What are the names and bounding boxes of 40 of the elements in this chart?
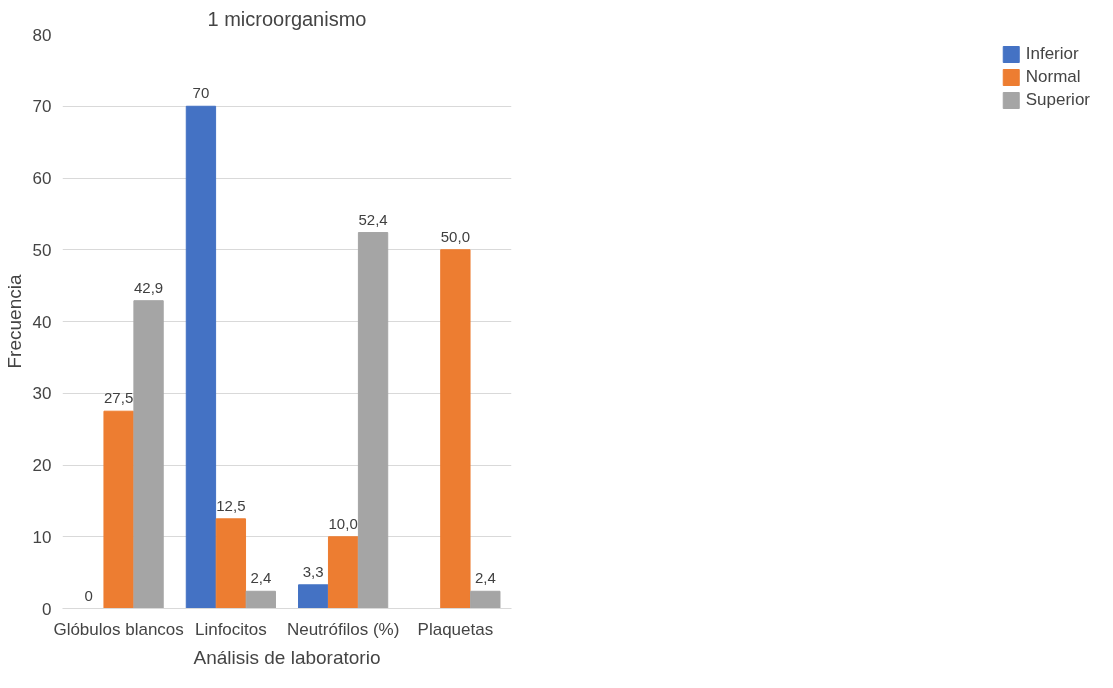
data-label: 0	[84, 586, 93, 604]
data-label: 10,0	[328, 514, 358, 532]
data-label: 50,0	[440, 227, 470, 245]
data-label: 12,5	[216, 496, 246, 514]
y-axis-title: Frecuencia	[3, 274, 25, 369]
data-label: 42,9	[133, 278, 164, 296]
data-label: 70	[192, 84, 210, 102]
legend-label: Inferior	[1025, 44, 1079, 64]
x-tick-label: Neutrófilos (%)	[286, 619, 400, 639]
bar	[215, 518, 247, 609]
data-label: 3,3	[302, 562, 324, 580]
y-tick-label: 70	[32, 97, 52, 117]
bar	[133, 300, 164, 609]
x-tick-label: Plaquetas	[417, 619, 494, 639]
y-tick-label: 50	[32, 240, 52, 260]
y-tick-label: 20	[32, 456, 52, 475]
data-label: 2,4	[250, 569, 272, 587]
legend-label: Superior	[1025, 90, 1090, 110]
data-label: 2,4	[474, 569, 496, 587]
bar	[298, 584, 329, 609]
y-tick-label: 10	[32, 527, 52, 547]
bar	[185, 105, 217, 609]
legend-label: Normal	[1025, 67, 1081, 87]
x-tick-label: Linfocitos	[194, 619, 267, 639]
x-tick-label: Glóbulos blancos	[53, 619, 184, 639]
data-label: 52,4	[358, 210, 388, 228]
bar	[103, 410, 134, 609]
y-tick-label: 60	[32, 169, 52, 188]
x-axis-title: Análisis de laboratorio	[193, 646, 381, 668]
y-tick-label: 80	[32, 25, 52, 45]
bar	[245, 590, 276, 609]
y-tick-label: 40	[32, 312, 52, 332]
y-tick-label: 0	[42, 599, 52, 619]
bar	[440, 249, 471, 609]
data-label: 27,5	[104, 389, 134, 407]
y-tick-label: 30	[32, 384, 52, 404]
chart-title: 1 microorganismo	[207, 7, 367, 30]
bar	[327, 536, 359, 609]
bar	[470, 590, 501, 609]
bar	[357, 232, 389, 609]
